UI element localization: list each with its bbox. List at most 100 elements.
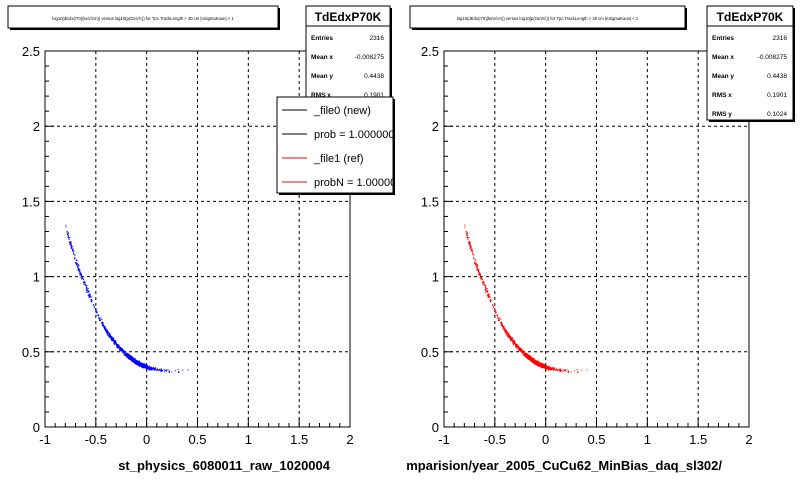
data-point [544,365,546,367]
data-point [139,364,141,366]
data-point [70,245,72,247]
data-point [139,365,141,367]
data-point [510,337,512,339]
data-point [548,365,550,367]
data-point [506,331,508,333]
data-point [109,335,111,337]
data-point [507,332,509,334]
data-point [114,342,116,344]
data-point [559,370,561,372]
data-point [527,357,529,359]
data-point [134,358,136,360]
data-point [483,283,485,285]
data-point [127,355,129,357]
y-tick-label: 2.5 [22,44,40,59]
data-point [495,314,497,316]
data-point [528,355,530,357]
data-point [95,310,97,312]
x-axis-label: mparision/year_2005_CuCu62_MinBias_daq_s… [406,458,722,473]
data-point [112,339,114,341]
data-point [109,333,111,335]
x-tick-label: -1 [438,432,450,447]
data-point [108,335,110,337]
data-point [155,367,157,369]
data-point [148,369,150,371]
data-point [111,337,113,339]
grid [45,50,350,427]
data-point [127,354,129,356]
data-point [89,296,91,298]
data-point [126,353,128,355]
data-point [533,361,535,363]
data-point [529,360,531,362]
stats-label: RMS x [712,92,732,99]
data-point [123,354,125,356]
data-point [465,231,467,233]
data-point [81,277,83,279]
data-point [161,369,163,371]
data-point [150,368,152,370]
data-point [80,277,82,279]
legend: _file0 (new)prob = 1.000000_file1 (ref)p… [276,96,395,195]
data-point [581,369,583,371]
data-point [108,335,110,337]
data-point [466,235,468,237]
data-point [131,358,133,360]
data-point [470,250,472,252]
data-point [469,241,471,243]
data-point [519,347,521,349]
y-tick-label: 0 [432,420,439,435]
x-tick-label: -0.5 [85,432,107,447]
data-point [490,301,492,303]
data-point [113,337,115,339]
data-point [114,343,116,345]
data-point [545,368,547,370]
data-point [515,343,517,345]
data-point [522,352,524,354]
data-point [531,358,533,360]
data-point [124,350,126,352]
stats-label: Mean y [311,73,333,80]
data-point [133,361,135,363]
data-point [474,262,476,264]
data-point [71,248,73,250]
data-point [522,354,524,356]
data-point [512,337,514,339]
data-point [548,367,550,369]
data-point [70,246,72,248]
data-point [70,241,72,243]
data-point [544,367,546,369]
data-point [541,366,543,368]
data-point [479,274,481,276]
scatter-points [464,224,588,373]
chart-panel-1: log10(dEdx(I70)(keV/cm)) versus log10(p(… [7,5,395,473]
data-point [145,367,147,369]
data-point [72,252,74,254]
data-point [552,369,554,371]
data-point [538,362,540,364]
data-point [478,273,480,275]
legend-entry: _file0 (new) [313,105,371,117]
data-point [163,371,165,373]
data-point [133,358,135,360]
data-point [544,366,546,368]
data-point [124,352,126,354]
data-point [105,328,107,330]
data-point [476,264,478,266]
data-point [469,245,471,247]
data-point [576,368,578,370]
data-point [510,338,512,340]
data-point [123,352,125,354]
data-point [132,360,134,362]
data-point [519,350,521,352]
data-point [79,268,81,270]
data-point [487,293,489,295]
data-point [528,355,530,357]
data-point [88,294,90,296]
data-point [108,334,110,336]
data-point [471,249,473,251]
data-point [545,365,547,367]
data-point [144,365,146,367]
data-point [573,370,575,372]
data-point [535,360,537,362]
